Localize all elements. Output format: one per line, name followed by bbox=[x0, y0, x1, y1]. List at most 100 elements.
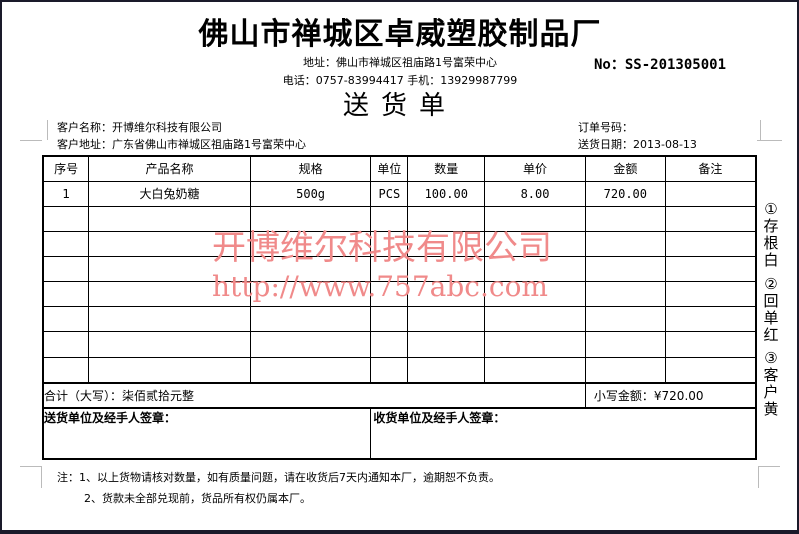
cell bbox=[584, 230, 666, 257]
cell bbox=[249, 230, 372, 257]
cell bbox=[664, 205, 757, 232]
col-header: 单价 bbox=[484, 155, 586, 182]
watermark-url: http://www.757abc.com bbox=[212, 270, 548, 303]
goods-table: 序号 产品名称 规格 单位 数量 单价 金额 备注 1 大白兔奶糖 500g P… bbox=[42, 155, 757, 460]
cell bbox=[664, 330, 757, 358]
cell bbox=[584, 255, 666, 282]
table-row-empty bbox=[42, 330, 757, 358]
table-row-empty bbox=[42, 356, 757, 384]
cell bbox=[42, 230, 90, 257]
cell bbox=[584, 356, 666, 384]
cell bbox=[88, 305, 251, 332]
cell bbox=[664, 255, 757, 282]
cell bbox=[42, 356, 90, 384]
total-row: 合计（大写）：柒佰贰拾元整 小写金额：¥720.00 bbox=[42, 382, 757, 409]
col-header: 数量 bbox=[407, 155, 486, 182]
col-header: 序号 bbox=[42, 155, 90, 182]
corner-mark bbox=[30, 120, 48, 140]
cell bbox=[484, 305, 586, 332]
signature-row: 送货单位及经手人签章： 收货单位及经手人签章： bbox=[42, 407, 757, 460]
cell bbox=[407, 305, 486, 332]
company-address: 地址：佛山市禅城区祖庙路1号富荣中心 bbox=[303, 56, 497, 69]
customer-name: 开博维尔科技有限公司 bbox=[112, 121, 222, 134]
cell bbox=[407, 356, 486, 384]
cell bbox=[42, 280, 90, 307]
cell bbox=[42, 305, 90, 332]
company-name: 佛山市禅城区卓威塑胶制品厂 bbox=[198, 17, 602, 52]
cell bbox=[484, 255, 586, 282]
table-row-empty bbox=[42, 205, 757, 232]
customer-name-label: 客户名称： bbox=[57, 121, 112, 134]
col-header: 规格 bbox=[249, 155, 372, 182]
cell bbox=[370, 255, 409, 282]
cell bbox=[664, 180, 757, 207]
cell bbox=[370, 230, 409, 257]
col-header: 金额 bbox=[584, 155, 666, 182]
table-header: 序号 产品名称 规格 单位 数量 单价 金额 备注 bbox=[42, 155, 757, 182]
cell bbox=[370, 330, 409, 358]
corner-mark bbox=[758, 466, 780, 488]
cell: 1 bbox=[42, 180, 90, 207]
cell bbox=[484, 280, 586, 307]
cell bbox=[42, 255, 90, 282]
cell bbox=[664, 280, 757, 307]
cell: 8.00 bbox=[484, 180, 586, 207]
copy-label: ③客户黄 bbox=[763, 349, 779, 418]
cell bbox=[42, 205, 90, 232]
cell bbox=[249, 205, 372, 232]
table-row: 1 大白兔奶糖 500g PCS 100.00 8.00 720.00 bbox=[42, 180, 757, 207]
total-upper: 柒佰贰拾元整 bbox=[122, 389, 195, 403]
delivery-date: 2013-08-13 bbox=[633, 138, 697, 151]
cell bbox=[664, 305, 757, 332]
cell: 500g bbox=[249, 180, 372, 207]
cell: PCS bbox=[370, 180, 409, 207]
receiver-signature[interactable]: 收货单位及经手人签章： bbox=[370, 407, 757, 460]
copy-label: ②回单红 bbox=[763, 275, 779, 344]
note-1: 注：1、以上货物请核对数量，如有质量问题，请在收货后7天内通知本厂，逾期恕不负责… bbox=[57, 471, 500, 484]
company-phone: 电话：0757-83994417 手机：13929987799 bbox=[282, 74, 518, 87]
cell bbox=[664, 356, 757, 384]
cell bbox=[584, 305, 666, 332]
sender-signature[interactable]: 送货单位及经手人签章： bbox=[42, 407, 372, 460]
cell bbox=[664, 230, 757, 257]
corner-mark bbox=[760, 120, 778, 140]
cell bbox=[584, 205, 666, 232]
cell: 100.00 bbox=[407, 180, 486, 207]
cell bbox=[407, 330, 486, 358]
table-row-empty bbox=[42, 305, 757, 332]
cell bbox=[484, 330, 586, 358]
cell bbox=[249, 305, 372, 332]
cell bbox=[370, 305, 409, 332]
cell: 大白兔奶糖 bbox=[88, 180, 251, 207]
cell bbox=[370, 205, 409, 232]
cell bbox=[88, 255, 251, 282]
cell bbox=[370, 356, 409, 384]
doc-title: 送货单 bbox=[342, 91, 457, 121]
cell: 720.00 bbox=[584, 180, 666, 207]
col-header: 产品名称 bbox=[88, 155, 251, 182]
cell bbox=[484, 230, 586, 257]
cell bbox=[484, 356, 586, 384]
corner-mark bbox=[20, 140, 42, 141]
total-lower: ¥720.00 bbox=[653, 389, 704, 403]
col-header: 备注 bbox=[664, 155, 757, 182]
table-row-empty bbox=[42, 230, 757, 257]
note-2: 2、货款未全部兑现前，货品所有权仍属本厂。 bbox=[84, 492, 311, 505]
customer-address-label: 客户地址： bbox=[57, 138, 112, 151]
order-no-label: 订单号码： bbox=[578, 121, 633, 134]
doc-number: No：SS-201305001 bbox=[594, 57, 727, 73]
corner-mark bbox=[20, 466, 42, 488]
cell bbox=[88, 330, 251, 358]
copy-label: ①存根白 bbox=[763, 200, 779, 269]
table-row-empty bbox=[42, 255, 757, 282]
cell bbox=[42, 330, 90, 358]
cell bbox=[484, 205, 586, 232]
watermark-text: 开博维尔科技有限公司 bbox=[212, 228, 552, 268]
customer-address: 广东省佛山市禅城区祖庙路1号富荣中心 bbox=[112, 138, 306, 151]
cell bbox=[249, 280, 372, 307]
cell bbox=[249, 255, 372, 282]
corner-mark bbox=[757, 140, 782, 141]
total-upper-label: 合计（大写）： bbox=[44, 389, 123, 403]
cell bbox=[88, 280, 251, 307]
